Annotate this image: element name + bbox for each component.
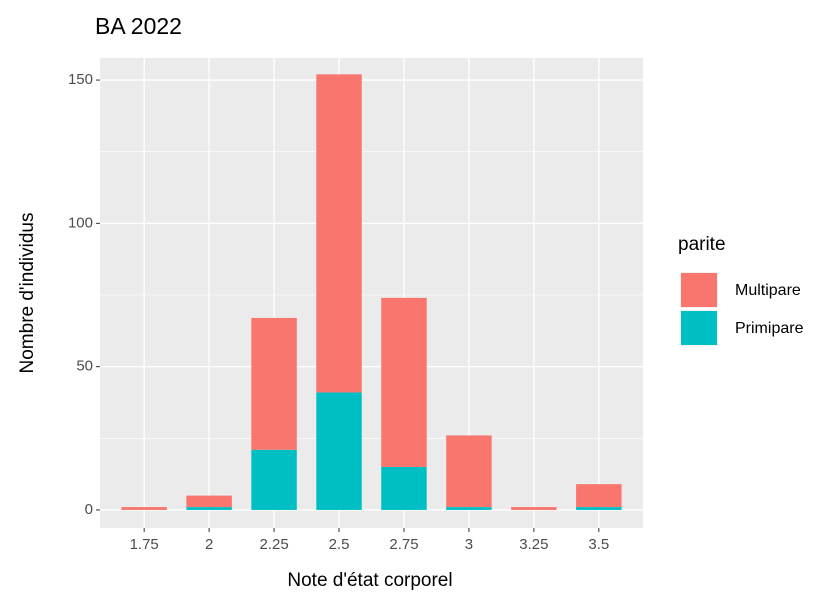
x-tick-label: 3.25: [519, 536, 548, 553]
y-tick-label: 0: [85, 501, 93, 518]
bar: [511, 507, 557, 510]
chart-title: BA 2022: [95, 13, 182, 39]
bar: [121, 507, 167, 510]
x-tick-label: 3: [465, 536, 473, 553]
x-tick-label: 2.25: [259, 536, 288, 553]
bar: [186, 495, 232, 508]
legend-swatch: [681, 311, 717, 345]
x-axis-title: Note d'état corporel: [287, 570, 452, 591]
legend-title: parite: [678, 234, 726, 255]
bar: [186, 507, 232, 510]
legend-label: Primipare: [735, 320, 804, 337]
x-tick-label: 2.75: [389, 536, 418, 553]
x-tick-label: 2: [205, 536, 213, 553]
bar: [251, 449, 297, 510]
y-tick-label: 50: [76, 358, 93, 375]
y-tick-label: 150: [68, 71, 93, 88]
bar: [576, 507, 622, 510]
plot-area: [100, 58, 643, 528]
bar: [381, 466, 427, 510]
y-tick-label: 100: [68, 214, 93, 231]
x-tick-label: 3.5: [588, 536, 609, 553]
bar: [316, 74, 362, 393]
x-tick-label: 1.75: [130, 536, 159, 553]
bar: [251, 317, 297, 450]
legend-label: Multipare: [735, 282, 801, 299]
y-axis-title: Nombre d'individus: [17, 213, 38, 374]
bar: [381, 297, 427, 467]
legend-swatch: [681, 273, 717, 307]
bar: [446, 435, 492, 508]
bar: [576, 484, 622, 508]
x-tick-label: 2.5: [329, 536, 350, 553]
bar: [446, 507, 492, 510]
panel-background: [100, 58, 643, 528]
bar: [316, 392, 362, 510]
